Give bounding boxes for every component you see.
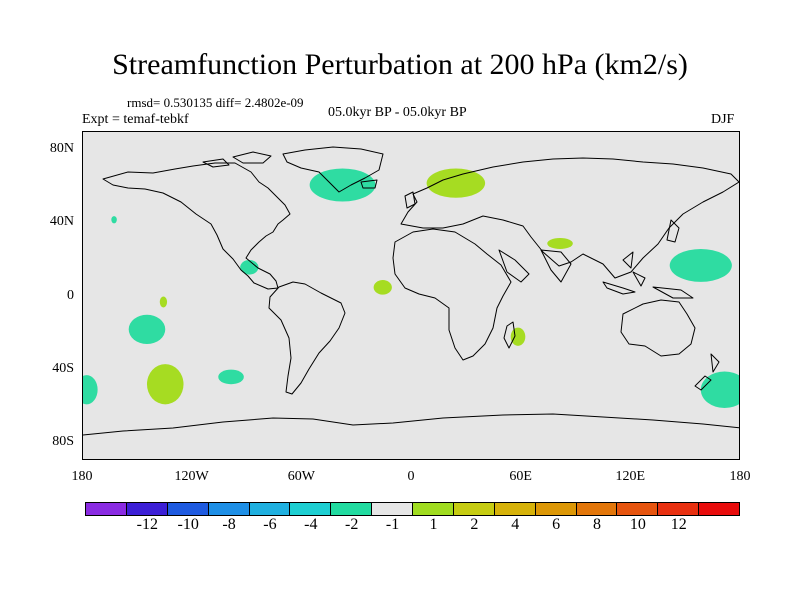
anomaly-gulf-of-mexico [240, 259, 259, 275]
x-tick-label: 180 [71, 469, 93, 484]
coast-arabia-india [498, 249, 572, 283]
colorbar-label: 10 [629, 516, 646, 533]
colorbar-box [371, 502, 413, 516]
y-tick-label: 80S [52, 433, 74, 449]
x-tick-label: 120E [615, 469, 646, 484]
colorbar-label: 12 [670, 516, 687, 533]
anomaly-south-pacific-dateline-west [83, 375, 98, 405]
colorbar-label: -12 [136, 516, 158, 533]
colorbar-box [493, 502, 536, 516]
colorbar-box [85, 502, 127, 516]
colorbar [85, 502, 740, 516]
period-label: 05.0kyr BP - 05.0kyr BP [328, 105, 467, 120]
colorbar-box [330, 502, 373, 516]
anomaly-north-pacific-west [669, 248, 732, 282]
colorbar-label: -6 [263, 516, 277, 533]
coast-eurasia [400, 157, 739, 279]
stats-line: rmsd= 0.530135 diff= 2.4802e-09 [127, 95, 304, 110]
map-title: Streamfunction Perturbation at 200 hPa (… [112, 48, 688, 81]
anomaly-layer [83, 168, 739, 408]
x-tick-label: 0 [407, 469, 415, 484]
y-tick-label: 40N [49, 214, 74, 230]
y-tick-label: 0 [67, 287, 74, 303]
x-tick-label: 180 [729, 469, 751, 484]
colorbar-label: -1 [385, 516, 400, 533]
colorbar-label: 4 [511, 516, 520, 533]
colorbar-box [289, 502, 332, 516]
colorbar-label: 6 [552, 516, 561, 533]
anomaly-southeast-pacific [218, 369, 244, 385]
colorbar-box [166, 502, 209, 516]
anomaly-hawaii-spot [111, 216, 117, 224]
colorbar-box [207, 502, 250, 516]
colorbar-label: 2 [470, 516, 479, 533]
coast-australia [620, 299, 696, 357]
coast-antarctica [83, 413, 739, 436]
x-tick-label: 60W [287, 469, 315, 484]
coast-arctic-islands [202, 151, 272, 168]
colorbar-box [534, 502, 577, 516]
anomaly-south-pacific-mid [146, 364, 184, 405]
y-tick-label: 80N [49, 141, 74, 157]
coast-japan [666, 219, 680, 243]
anomaly-equatorial-pacific [159, 296, 168, 308]
colorbar-label: -8 [222, 516, 236, 533]
colorbar-box [412, 502, 454, 516]
colorbar-box [616, 502, 659, 516]
colorbar-box [248, 502, 291, 516]
map-panel [82, 131, 740, 460]
colorbar-box [452, 502, 495, 516]
x-tick-label: 60E [509, 469, 532, 484]
anomaly-west-africa [373, 280, 392, 295]
coast-madagascar [503, 321, 516, 349]
coastlines [83, 146, 739, 436]
coast-greenland [282, 146, 384, 193]
colorbar-box [698, 502, 740, 516]
colorbar-label: -2 [345, 516, 359, 533]
anomaly-india [547, 238, 573, 249]
anomaly-madagascar-east [510, 327, 526, 346]
coast-north-america [102, 162, 291, 290]
coast-se-asia-islands [602, 251, 694, 299]
x-tick-label: 120W [174, 469, 209, 484]
season-label: DJF [711, 112, 735, 127]
coast-south-america [268, 281, 346, 395]
colorbar-box [125, 502, 168, 516]
coast-africa [392, 228, 512, 361]
colorbar-label: 1 [429, 516, 438, 533]
map-canvas [83, 146, 739, 436]
anomaly-south-pacific-tropical [128, 314, 166, 345]
colorbar-label: -10 [177, 516, 199, 533]
anomaly-north-atlantic-greenland [309, 168, 376, 202]
coast-new-zealand [694, 353, 720, 391]
anomaly-scandinavia [426, 168, 486, 198]
colorbar-label: -4 [304, 516, 318, 533]
colorbar-box [575, 502, 618, 516]
coast-uk-iceland [360, 179, 416, 209]
colorbar-label: 8 [592, 516, 601, 533]
experiment-label: Expt = temaf-tebkf [82, 112, 189, 127]
y-tick-label: 40S [52, 360, 74, 376]
colorbar-box [657, 502, 700, 516]
